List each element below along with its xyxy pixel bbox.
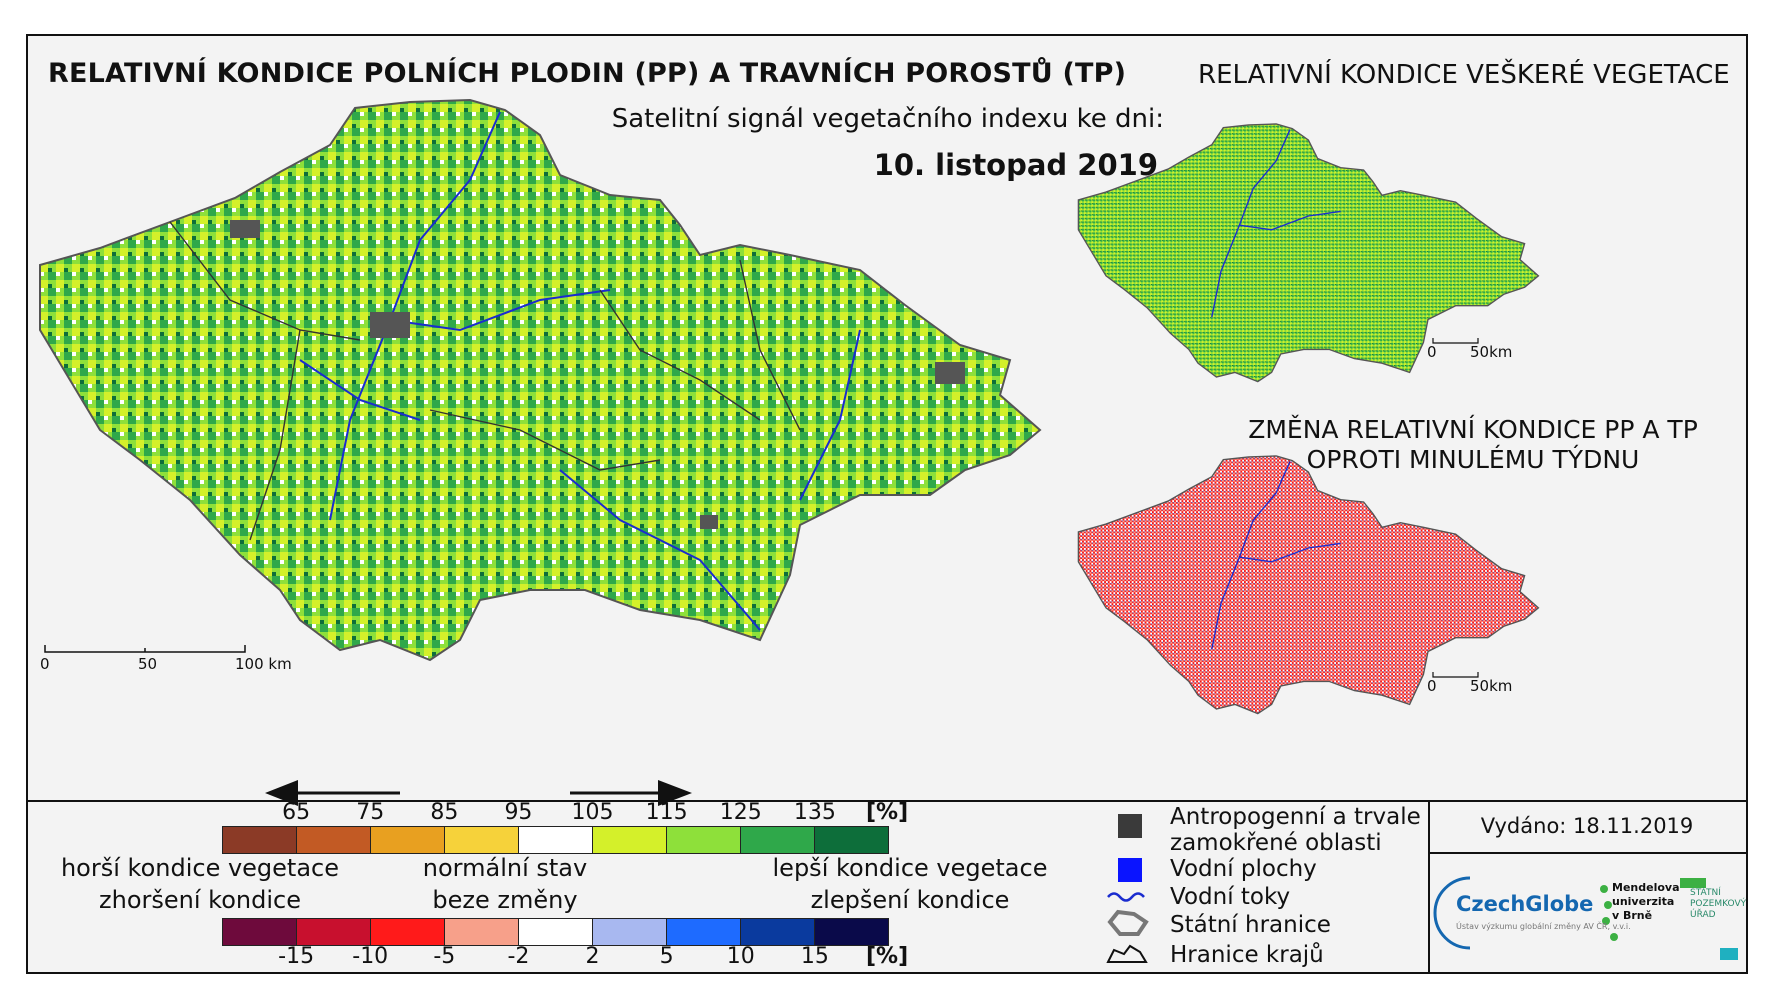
legend-arrows	[265, 780, 692, 806]
condition-swatch-1	[297, 827, 371, 853]
anthropogenic-label-1: Antropogenní a trvale	[1170, 804, 1421, 830]
state-border-symbol	[1107, 909, 1149, 936]
scale-label-100: 100 km	[235, 655, 292, 673]
better-label-2: zlepšení kondice	[810, 886, 1010, 914]
date-title: 10. listopad 2019	[873, 148, 1158, 182]
condition-tick-0: 65	[282, 800, 311, 825]
vegetation-map	[1077, 123, 1540, 383]
anthropogenic-swatch	[1118, 814, 1142, 838]
condition-tick-5: 115	[645, 800, 688, 825]
legend-symbols	[1106, 814, 1149, 963]
mendel-logo-text: Mendelova univerzita v Brně	[1612, 881, 1680, 922]
normal-label-1: normální stav	[422, 854, 588, 882]
condition-swatch-5	[593, 827, 667, 853]
svg-text:0: 0	[1427, 343, 1437, 361]
main-scale-bar: 0 50 100 km	[40, 645, 292, 673]
change-tick-1: -10	[352, 944, 389, 969]
state-border-label: Státní hranice	[1170, 912, 1331, 938]
condition-tick-1: 75	[356, 800, 385, 825]
condition-swatch-8	[815, 827, 888, 853]
condition-swatch-2	[371, 827, 445, 853]
worse-label-2: zhoršení kondice	[99, 886, 301, 914]
small-top-scale: 0 50km	[1427, 338, 1512, 361]
change-tick-3: -2	[507, 944, 530, 969]
czechglobe-logo	[1433, 876, 1471, 950]
change-map	[1077, 455, 1540, 715]
change-color-bar	[222, 918, 889, 946]
condition-swatch-4	[519, 827, 593, 853]
scale-label-0: 0	[40, 655, 50, 673]
subtitle: Satelitní signál vegetačního indexu ke d…	[611, 104, 1164, 134]
better-label-1: lepší kondice vegetace	[772, 854, 1048, 882]
logos-separator	[1428, 852, 1746, 854]
change-swatch-5	[593, 919, 667, 945]
spu-logo-text: STÁTNÍ POZEMKOVÝ ÚŘAD	[1690, 888, 1747, 920]
normal-label-2: beze změny	[432, 886, 578, 914]
condition-tick-3: 95	[504, 800, 533, 825]
change-swatch-0	[223, 919, 297, 945]
change-tick-5: 5	[659, 944, 674, 969]
vegetation-map-title: RELATIVNÍ KONDICE VEŠKERÉ VEGETACE	[1198, 60, 1730, 90]
region-border-label: Hranice krajů	[1170, 942, 1324, 968]
issued-date: Vydáno: 18.11.2019	[1480, 814, 1694, 838]
czechglobe-text: CzechGlobe	[1456, 892, 1594, 916]
small-bottom-scale: 0 50km	[1427, 672, 1512, 695]
info-box	[1428, 800, 1746, 974]
river-symbol	[1107, 892, 1145, 902]
condition-tick-7: 135	[793, 800, 836, 825]
change-tick-2: -5	[433, 944, 456, 969]
condition-swatch-7	[741, 827, 815, 853]
change-swatch-6	[667, 919, 741, 945]
main-map: 0 50 100 km	[39, 99, 1041, 673]
anthropogenic-label-2: zamokřené oblasti	[1170, 830, 1382, 856]
condition-tick-4: 105	[571, 800, 614, 825]
change-tick-4: 2	[585, 944, 600, 969]
change-swatch-8	[815, 919, 888, 945]
change-tick-6: 10	[726, 944, 755, 969]
mendel-logo-dots	[1600, 885, 1618, 941]
change-unit: [%]	[866, 944, 909, 969]
region-border-symbol	[1106, 944, 1148, 963]
condition-color-bar	[222, 826, 889, 854]
change-swatch-7	[741, 919, 815, 945]
change-tick-0: -15	[278, 944, 315, 969]
main-title: RELATIVNÍ KONDICE POLNÍCH PLODIN (PP) A …	[48, 58, 1127, 89]
condition-tick-2: 85	[430, 800, 459, 825]
condition-swatch-0	[223, 827, 297, 853]
change-swatch-1	[297, 919, 371, 945]
condition-swatch-6	[667, 827, 741, 853]
svg-text:50km: 50km	[1470, 677, 1512, 695]
czechglobe-subtext: Ústav výzkumu globální změny AV ČR, v.v.…	[1456, 922, 1631, 931]
spu-logo	[1680, 878, 1738, 960]
svg-text:0: 0	[1427, 677, 1437, 695]
svg-text:50km: 50km	[1470, 343, 1512, 361]
condition-tick-6: 125	[719, 800, 762, 825]
change-swatch-4	[519, 919, 593, 945]
change-swatch-3	[445, 919, 519, 945]
water-areas-label: Vodní plochy	[1170, 856, 1317, 882]
condition-swatch-3	[445, 827, 519, 853]
water-area-swatch	[1118, 858, 1142, 882]
condition-unit: [%]	[866, 800, 909, 825]
worse-label-1: horší kondice vegetace	[60, 854, 340, 882]
change-swatch-2	[371, 919, 445, 945]
rivers-label: Vodní toky	[1170, 884, 1291, 910]
change-map-title: ZMĚNA RELATIVNÍ KONDICE PP A TP OPROTI M…	[1248, 415, 1698, 474]
change-tick-7: 15	[800, 944, 829, 969]
scale-label-50: 50	[138, 655, 157, 673]
